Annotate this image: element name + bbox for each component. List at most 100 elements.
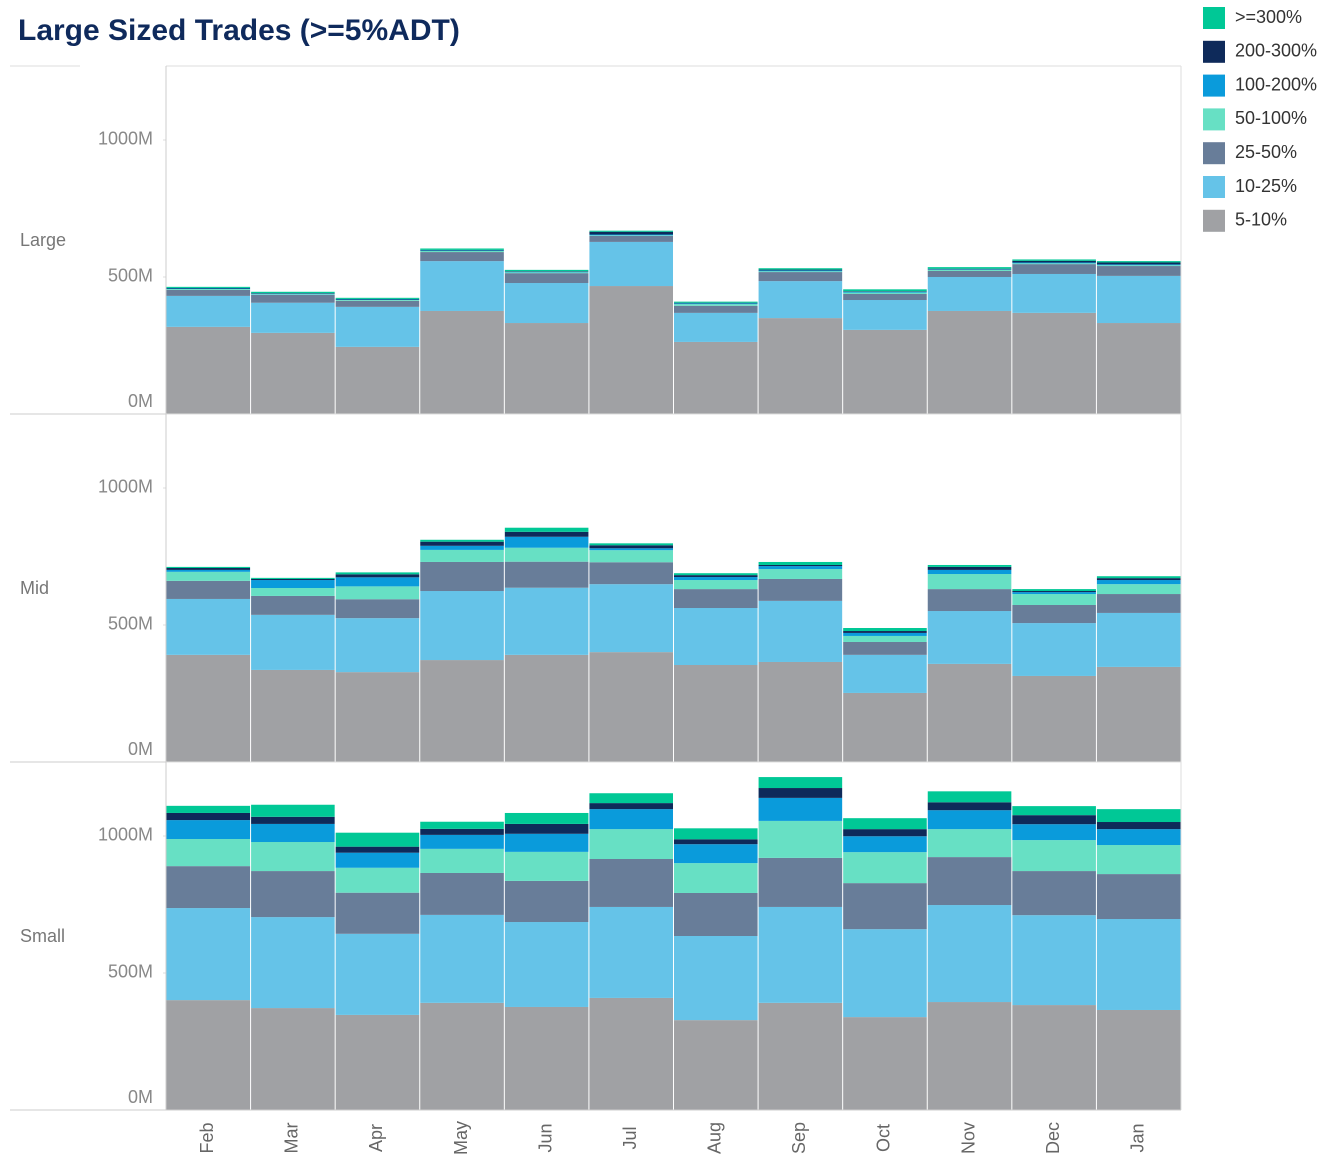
bar-segment: [927, 829, 1012, 858]
bar-segment: [1096, 666, 1181, 762]
bar-segment: [166, 812, 251, 821]
bar-segment: [504, 531, 589, 537]
bar-segment: [843, 1017, 927, 1110]
bar-segment: [335, 297, 420, 299]
bar-segment: [335, 846, 420, 853]
bar-segment: [504, 561, 589, 588]
bar-segment: [589, 235, 673, 236]
bar-segment: [504, 587, 589, 655]
y-tick-label: 0M: [128, 739, 153, 759]
bar-segment: [1012, 591, 1096, 593]
bar-segment: [335, 577, 420, 587]
y-tick-label: 1000M: [98, 825, 153, 845]
bar-segment: [1096, 264, 1181, 266]
bar-segment: [166, 289, 251, 296]
bar-segment: [420, 848, 504, 873]
bar-segment: [1012, 594, 1096, 605]
bar-segment: [166, 569, 251, 572]
bar-segment: [504, 654, 589, 762]
bar-segment: [335, 599, 420, 619]
bar-segment: [927, 802, 1012, 811]
bar-segment: [589, 997, 673, 1110]
bar-segment: [1012, 1005, 1096, 1110]
bar-segment: [843, 654, 927, 693]
bar-segment: [758, 564, 843, 567]
bar-segment: [420, 252, 504, 262]
bar-segment: [674, 573, 758, 576]
bar-segment: [420, 1002, 504, 1110]
bar-segment: [166, 566, 251, 568]
panel-label: Mid: [20, 578, 49, 598]
bar-segment: [251, 294, 335, 295]
bar-segment: [1096, 594, 1181, 613]
y-tick-label: 500M: [108, 266, 153, 286]
bar-segment: [420, 561, 504, 592]
legend-label: 25-50%: [1235, 142, 1297, 162]
bar-segment: [166, 580, 251, 599]
x-tick-label: Dec: [1043, 1122, 1063, 1154]
y-tick-label: 500M: [108, 962, 153, 982]
bar-segment: [927, 566, 1012, 570]
bar-segment: [843, 829, 927, 837]
bar-segment: [335, 852, 420, 868]
bar-segment: [758, 578, 843, 601]
bar-segment: [843, 632, 927, 636]
bar-segment: [1096, 578, 1181, 581]
bar-segment: [927, 267, 1012, 269]
bar-segment: [674, 302, 758, 304]
bar-segment: [589, 906, 673, 998]
x-tick-label: Aug: [705, 1122, 725, 1154]
bar-segment: [843, 329, 927, 414]
bar-segment: [758, 270, 843, 272]
bar-segment: [251, 302, 335, 333]
bar-segment: [335, 867, 420, 893]
x-tick-label: May: [451, 1121, 471, 1155]
bar-segment: [843, 929, 927, 1018]
bar-segment: [674, 303, 758, 305]
bar-segment: [1012, 592, 1096, 595]
bar-segment: [927, 1002, 1012, 1110]
y-tick-label: 0M: [128, 1087, 153, 1107]
bar-segment: [589, 809, 673, 830]
bar-segment: [589, 803, 673, 810]
bar-segment: [843, 300, 927, 330]
bar-segment: [927, 268, 1012, 270]
bar-segment: [335, 1014, 420, 1110]
bar-segment: [758, 281, 843, 319]
bar-segment: [251, 578, 335, 581]
bar-segment: [1012, 604, 1096, 624]
bar-segment: [674, 305, 758, 313]
legend-label: 50-100%: [1235, 108, 1307, 128]
bar-segment: [927, 663, 1012, 762]
bar-segment: [843, 292, 927, 294]
bar-segment: [843, 631, 927, 633]
y-tick-label: 1000M: [98, 477, 153, 497]
bar-segment: [504, 851, 589, 881]
bar-segment: [927, 270, 1012, 277]
bar-segment: [927, 791, 1012, 803]
bar-segment: [1012, 259, 1096, 261]
y-tick-label: 0M: [128, 391, 153, 411]
bar-segment: [1096, 261, 1181, 263]
bar-segment: [927, 611, 1012, 664]
x-tick-label: Sep: [789, 1122, 809, 1154]
bar-segment: [843, 293, 927, 301]
bar-segment: [420, 660, 504, 762]
legend-swatch: [1203, 40, 1225, 63]
legend-swatch: [1203, 108, 1225, 131]
y-tick-label: 1000M: [98, 129, 153, 149]
panel-label: Large: [20, 230, 66, 250]
bar-segment: [589, 286, 673, 414]
bar-segment: [504, 527, 589, 532]
bar-segment: [420, 914, 504, 1003]
bar-segment: [843, 852, 927, 884]
bar-segment: [335, 346, 420, 414]
bar-segment: [504, 833, 589, 852]
bar-segment: [504, 547, 589, 562]
bar-segment: [335, 306, 420, 347]
bar-segment: [1012, 273, 1096, 313]
bar-segment: [504, 271, 589, 273]
bar-segment: [420, 834, 504, 849]
bar-segment: [420, 261, 504, 311]
